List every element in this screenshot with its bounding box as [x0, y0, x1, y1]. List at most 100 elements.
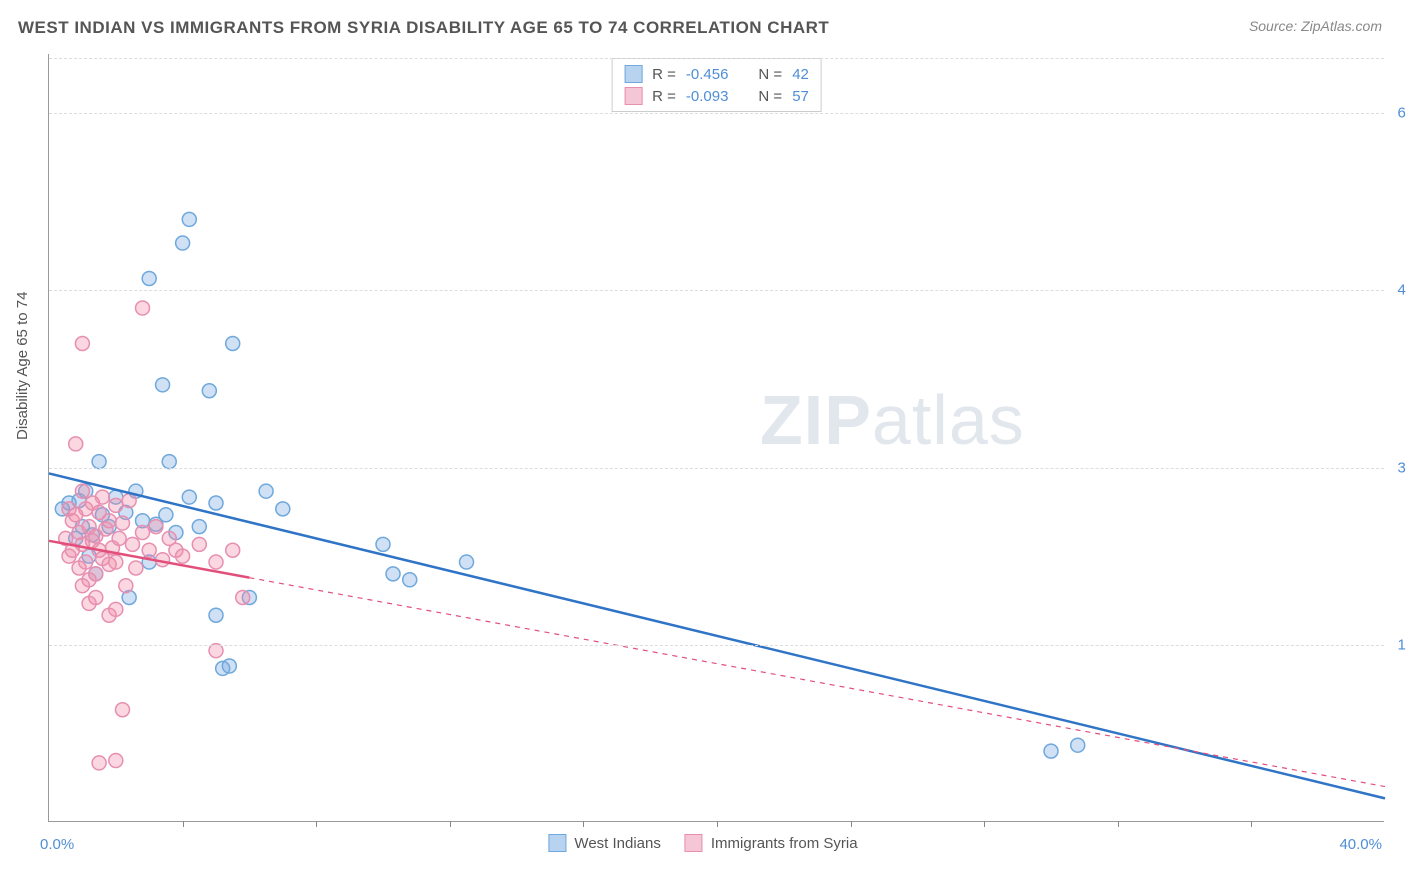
legend-row: R = -0.456 N = 42	[624, 63, 809, 85]
data-point	[460, 555, 474, 569]
data-point	[109, 555, 123, 569]
data-point	[75, 336, 89, 350]
data-point	[376, 537, 390, 551]
correlation-legend: R = -0.456 N = 42 R = -0.093 N = 57	[611, 58, 822, 112]
data-point	[109, 754, 123, 768]
data-point	[192, 537, 206, 551]
y-tick-label: 45.0%	[1397, 282, 1406, 299]
data-point	[176, 549, 190, 563]
data-point	[149, 520, 163, 534]
data-point	[142, 543, 156, 557]
data-point	[102, 514, 116, 528]
y-tick-label: 15.0%	[1397, 636, 1406, 653]
n-label: N =	[758, 66, 782, 83]
data-point	[209, 608, 223, 622]
legend-swatch	[624, 65, 642, 83]
chart-title: WEST INDIAN VS IMMIGRANTS FROM SYRIA DIS…	[18, 18, 829, 38]
data-point	[386, 567, 400, 581]
data-point	[192, 520, 206, 534]
data-point	[182, 212, 196, 226]
data-point	[75, 579, 89, 593]
data-point	[122, 494, 136, 508]
r-value: -0.456	[686, 66, 729, 83]
data-point	[89, 567, 103, 581]
n-value: 42	[792, 66, 809, 83]
x-tick	[316, 821, 317, 827]
data-point	[162, 455, 176, 469]
r-value: -0.093	[686, 88, 729, 105]
data-point	[1071, 738, 1085, 752]
data-point	[182, 490, 196, 504]
data-point	[79, 555, 93, 569]
data-point	[62, 502, 76, 516]
data-point	[202, 384, 216, 398]
data-point	[126, 537, 140, 551]
x-tick	[984, 821, 985, 827]
x-tick	[717, 821, 718, 827]
legend-swatch	[685, 834, 703, 852]
data-point	[209, 644, 223, 658]
x-origin-label: 0.0%	[40, 836, 74, 853]
legend-label: West Indians	[574, 835, 660, 852]
data-point	[112, 531, 126, 545]
data-point	[115, 516, 129, 530]
grid-line	[49, 113, 1384, 114]
data-point	[222, 659, 236, 673]
y-axis-label: Disability Age 65 to 74	[14, 292, 31, 440]
x-tick	[851, 821, 852, 827]
data-point	[92, 455, 106, 469]
data-point	[115, 703, 129, 717]
data-point	[209, 496, 223, 510]
data-point	[159, 508, 173, 522]
grid-line	[49, 290, 1384, 291]
y-tick-label: 30.0%	[1397, 459, 1406, 476]
legend-swatch	[548, 834, 566, 852]
x-tick	[583, 821, 584, 827]
n-label: N =	[758, 88, 782, 105]
plot-area: R =-0.456N =42R =-0.093N =57 15.0%30.0%4…	[48, 54, 1384, 822]
grid-line	[49, 58, 1384, 59]
data-point	[69, 437, 83, 451]
legend-swatch	[624, 87, 642, 105]
data-point	[236, 591, 250, 605]
n-value: 57	[792, 88, 809, 105]
legend-item: Immigrants from Syria	[685, 834, 858, 852]
legend-item: West Indians	[548, 834, 660, 852]
data-point	[259, 484, 273, 498]
data-point	[1044, 744, 1058, 758]
data-point	[209, 555, 223, 569]
data-point	[136, 526, 150, 540]
trend-line-dashed	[249, 578, 1385, 787]
x-tick	[450, 821, 451, 827]
grid-line	[49, 468, 1384, 469]
x-end-label: 40.0%	[1339, 836, 1382, 853]
data-point	[136, 301, 150, 315]
data-point	[129, 561, 143, 575]
data-point	[156, 378, 170, 392]
data-point	[276, 502, 290, 516]
data-point	[109, 498, 123, 512]
chart-svg	[49, 54, 1384, 821]
data-point	[109, 602, 123, 616]
x-tick	[183, 821, 184, 827]
data-point	[142, 271, 156, 285]
r-label: R =	[652, 88, 676, 105]
legend-label: Immigrants from Syria	[711, 835, 858, 852]
data-point	[75, 484, 89, 498]
data-point	[403, 573, 417, 587]
source-label: Source: ZipAtlas.com	[1249, 18, 1382, 34]
data-point	[226, 336, 240, 350]
data-point	[176, 236, 190, 250]
x-tick	[1118, 821, 1119, 827]
data-point	[92, 756, 106, 770]
x-tick	[1251, 821, 1252, 827]
series-legend: West Indians Immigrants from Syria	[548, 834, 857, 852]
data-point	[226, 543, 240, 557]
data-point	[95, 490, 109, 504]
y-tick-label: 60.0%	[1397, 105, 1406, 122]
legend-row: R = -0.093 N = 57	[624, 85, 809, 107]
data-point	[82, 596, 96, 610]
data-point	[119, 579, 133, 593]
r-label: R =	[652, 66, 676, 83]
grid-line	[49, 645, 1384, 646]
